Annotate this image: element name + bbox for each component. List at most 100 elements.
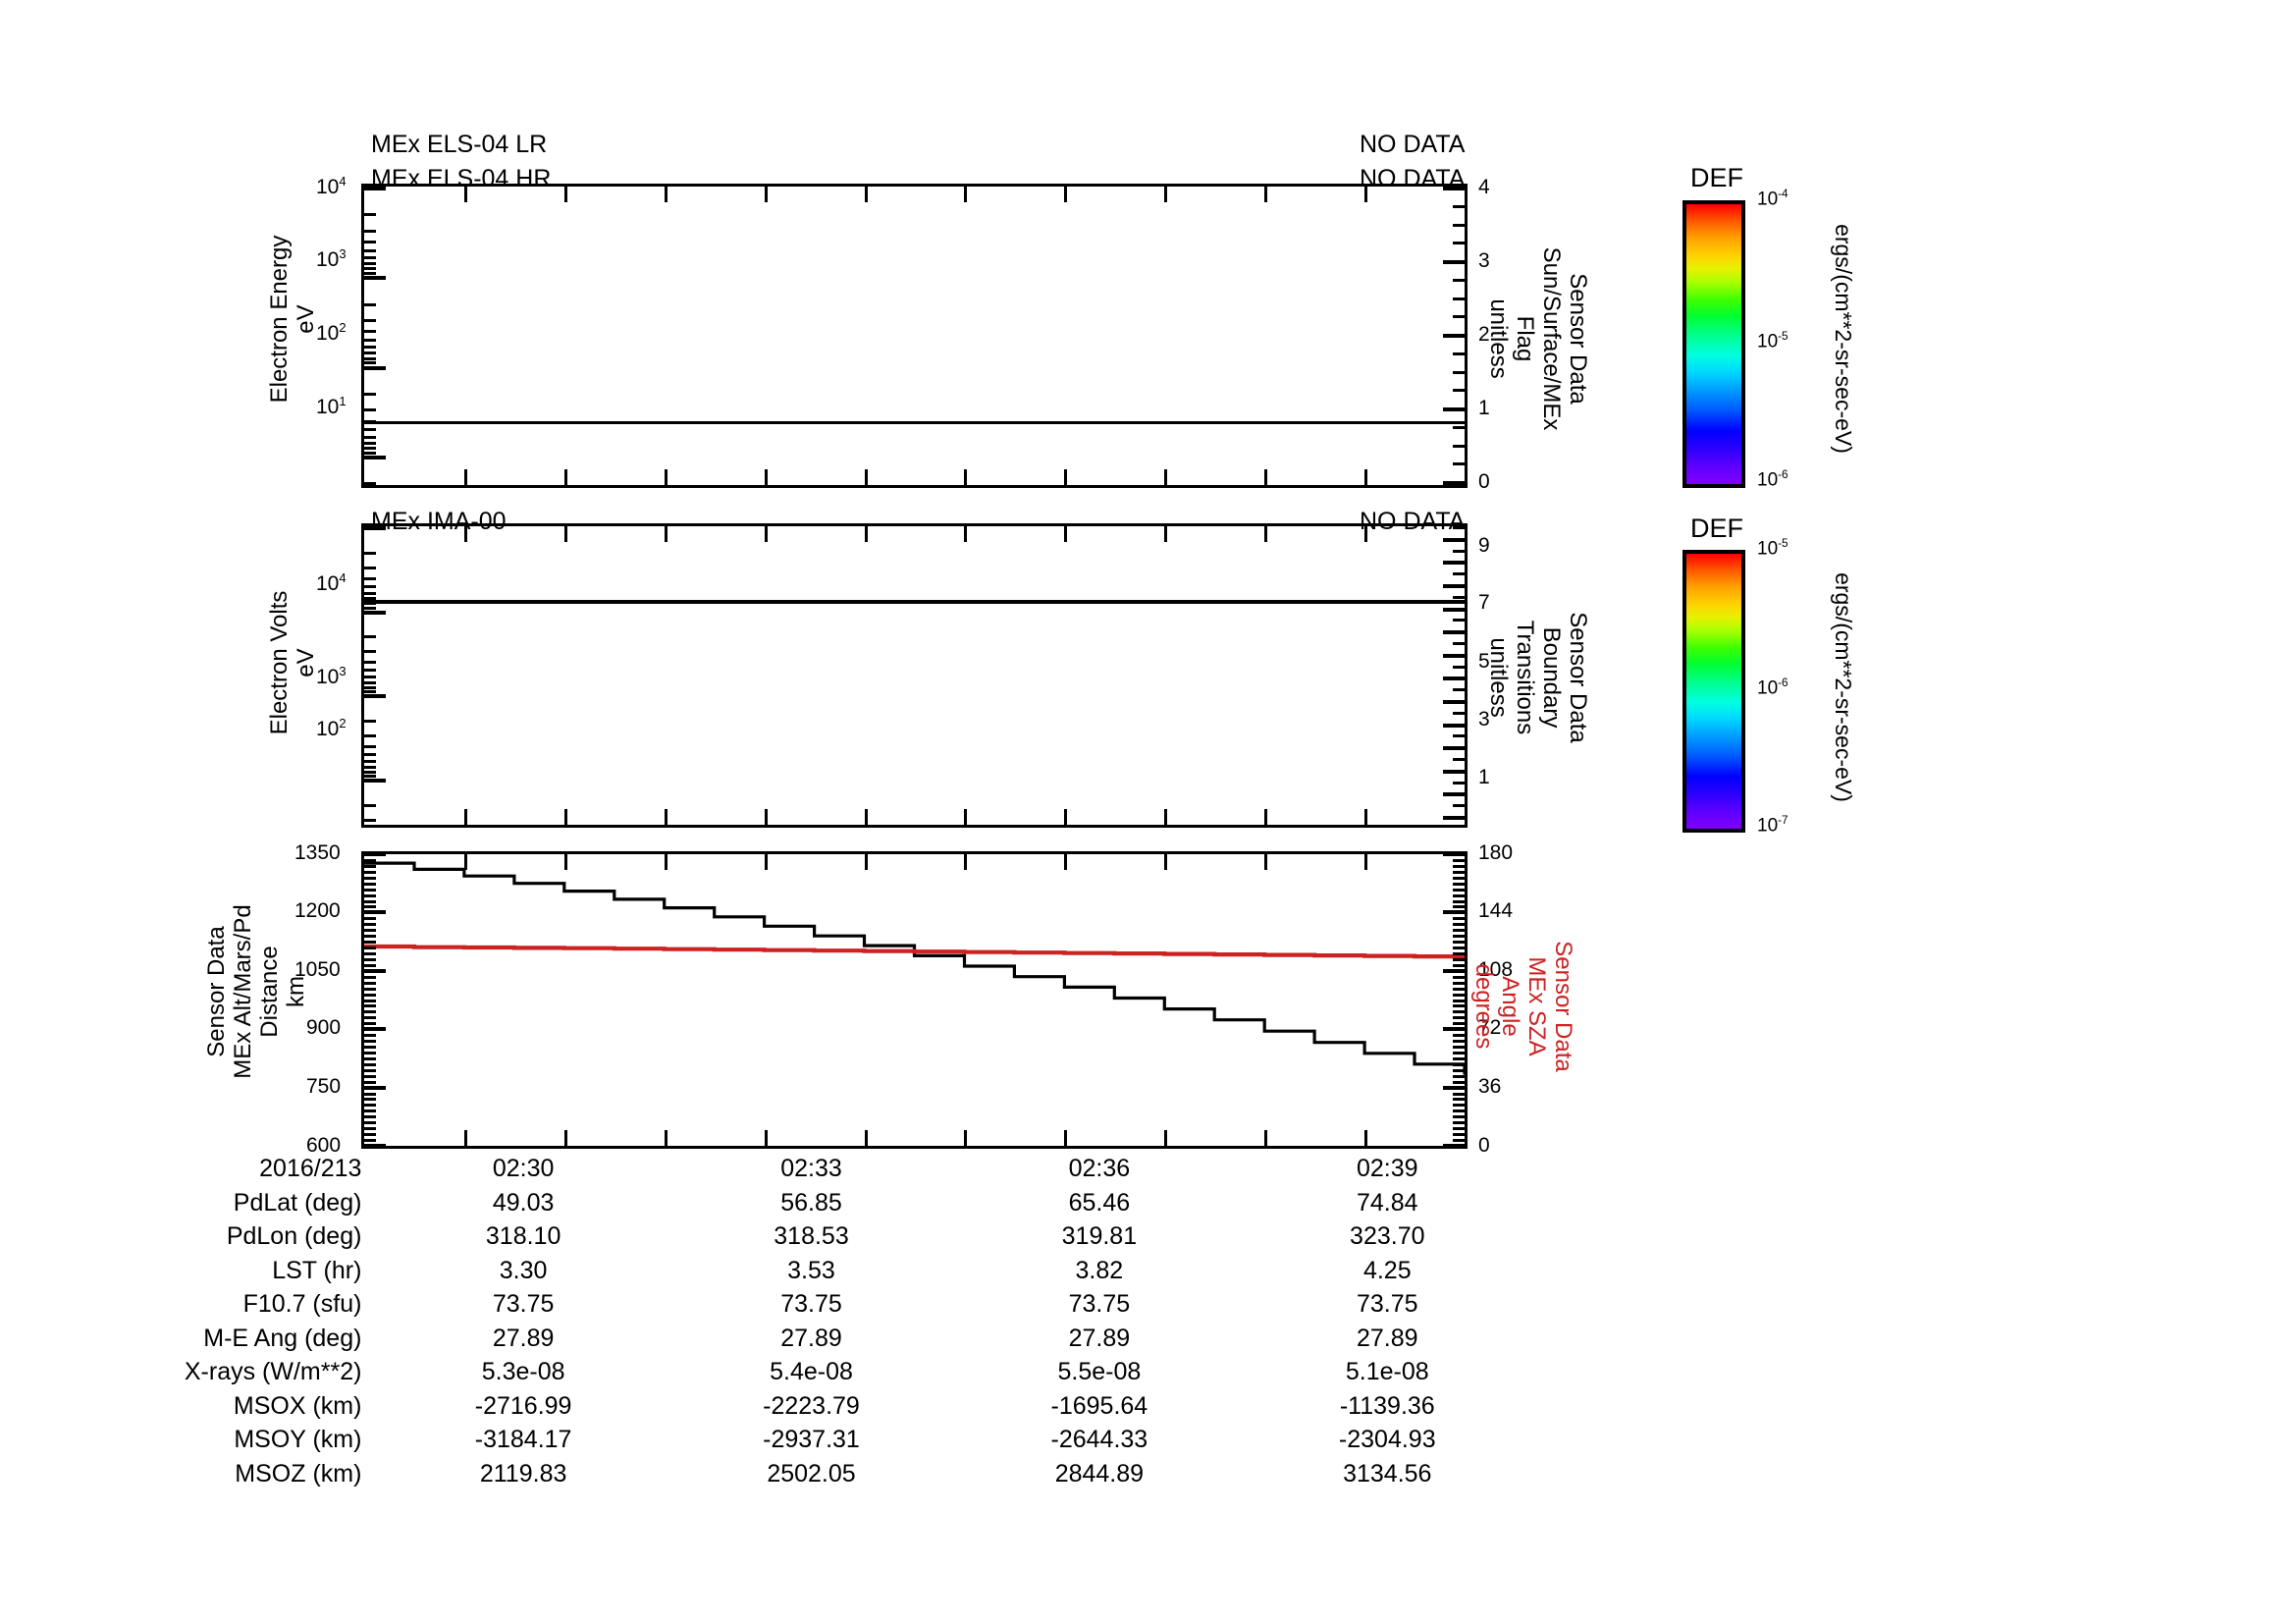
- table-cell: 2119.83: [479, 1459, 567, 1488]
- table-cell: 323.70: [1350, 1222, 1425, 1250]
- axis-tick: [364, 1104, 376, 1107]
- panel1-right-axis-title-line3: Flag: [1512, 315, 1539, 362]
- axis-tick: [1453, 1081, 1465, 1084]
- axis-tick: [463, 1130, 467, 1146]
- axis-tick: [664, 526, 667, 542]
- axis-tick: [364, 929, 376, 932]
- axis-tick: [364, 859, 376, 862]
- axis-tick: [1443, 407, 1465, 411]
- axis-tick: [1364, 526, 1368, 542]
- table-cell: -2304.93: [1338, 1426, 1436, 1453]
- axis-tick: [364, 357, 376, 360]
- axis-tick: [364, 1121, 376, 1124]
- table-cell: 73.75: [1357, 1290, 1418, 1318]
- colorbar-ima-mid: 10-6: [1757, 676, 1789, 699]
- table-row: MSOZ (km) 2119.83 2502.05 2844.89 3134.56: [0, 1457, 1531, 1491]
- axis-tick: [364, 602, 376, 605]
- axis-tick: [1453, 889, 1465, 892]
- axis-tick: [1443, 1027, 1465, 1031]
- axis-tick: [1453, 1000, 1465, 1002]
- axis-tick: [1443, 746, 1465, 750]
- axis-tick: [1453, 1010, 1465, 1013]
- axis-tick: [964, 854, 968, 870]
- table-row-label: 2016/213: [259, 1155, 362, 1182]
- axis-tick: [1453, 941, 1465, 944]
- axis-tick: [364, 230, 376, 233]
- axis-tick: [1453, 871, 1465, 874]
- table-cell: 27.89: [780, 1324, 842, 1352]
- table-cell: 65.46: [1068, 1188, 1131, 1217]
- axis-tick: [1453, 1121, 1465, 1124]
- axis-tick: [1453, 1109, 1465, 1112]
- axis-tick: [563, 1130, 567, 1146]
- axis-tick: [364, 1093, 376, 1096]
- panel1-y2tick-1: 1: [1478, 397, 1490, 419]
- table-row-label: MSOZ (km): [235, 1459, 362, 1488]
- axis-tick: [364, 865, 376, 868]
- table-cell: 3.53: [787, 1256, 835, 1284]
- table-cell: 4.25: [1362, 1256, 1412, 1284]
- panel2-right-axis-title-line2: Boundary: [1538, 626, 1566, 729]
- axis-tick: [563, 809, 567, 825]
- axis-tick: [1064, 1130, 1068, 1146]
- axis-tick: [1453, 905, 1465, 908]
- axis-tick: [364, 1052, 376, 1055]
- axis-tick: [463, 854, 467, 870]
- panel2-transitions-line: [364, 600, 1465, 604]
- axis-tick: [1264, 854, 1268, 870]
- axis-tick: [364, 187, 386, 190]
- axis-tick: [1443, 910, 1465, 914]
- axis-tick: [1453, 1052, 1465, 1055]
- axis-tick: [364, 592, 376, 595]
- axis-tick: [364, 964, 376, 967]
- axis-tick: [1453, 952, 1465, 955]
- panel2-ytick-1e3: 103: [316, 664, 347, 688]
- axis-tick: [764, 187, 768, 202]
- axis-tick: [364, 346, 376, 349]
- axis-tick: [964, 1130, 968, 1146]
- axis-tick: [1453, 1040, 1465, 1043]
- axis-tick: [364, 766, 376, 769]
- panel1-flag-line: [364, 421, 1465, 424]
- panel1-y2tick-3: 3: [1478, 249, 1490, 272]
- axis-tick: [1453, 917, 1465, 920]
- axis-tick: [964, 469, 968, 485]
- axis-tick: [1443, 654, 1465, 658]
- axis-tick: [364, 213, 376, 216]
- axis-tick: [1443, 584, 1465, 588]
- axis-tick: [364, 889, 376, 892]
- panel3-data-plot: [364, 861, 1465, 1075]
- colorbar-els-title: DEF: [1690, 163, 1743, 192]
- axis-tick: [364, 408, 376, 411]
- axis-tick: [1453, 352, 1465, 355]
- axis-tick: [364, 1034, 376, 1037]
- table-cell: 49.03: [492, 1188, 555, 1217]
- axis-tick: [1164, 469, 1168, 485]
- axis-tick: [1453, 1034, 1465, 1037]
- axis-tick: [1453, 445, 1465, 448]
- axis-tick: [1453, 1069, 1465, 1072]
- axis-tick: [1064, 469, 1068, 485]
- axis-tick: [364, 686, 376, 689]
- panel1-right-axis-title-line1: Sensor Data: [1565, 273, 1591, 405]
- axis-tick: [364, 567, 376, 569]
- axis-tick: [364, 436, 376, 439]
- axis-tick: [364, 585, 376, 588]
- panel3-left-axis-title-line1: Sensor Data: [203, 926, 230, 1057]
- table-cell: 02:30: [492, 1155, 555, 1182]
- axis-tick: [1453, 976, 1465, 979]
- table-cell: 74.84: [1357, 1188, 1418, 1217]
- axis-tick: [1453, 1139, 1465, 1142]
- panel3-right-axis-title-line2: MEx SZA: [1523, 956, 1551, 1056]
- axis-tick: [1443, 969, 1465, 973]
- table-cell: -2937.31: [763, 1426, 860, 1453]
- axis-tick: [1443, 1086, 1465, 1090]
- axis-tick: [1453, 923, 1465, 926]
- axis-tick: [364, 442, 376, 445]
- panel3-ytick-900: 900: [306, 1016, 342, 1039]
- axis-tick: [1164, 854, 1168, 870]
- panel2-right-axis-title: Sensor Data Boundary Transitions unitles…: [1485, 530, 1591, 825]
- panel2-y2tick-7: 7: [1478, 591, 1490, 614]
- axis-tick: [364, 745, 376, 748]
- axis-tick: [364, 1144, 386, 1148]
